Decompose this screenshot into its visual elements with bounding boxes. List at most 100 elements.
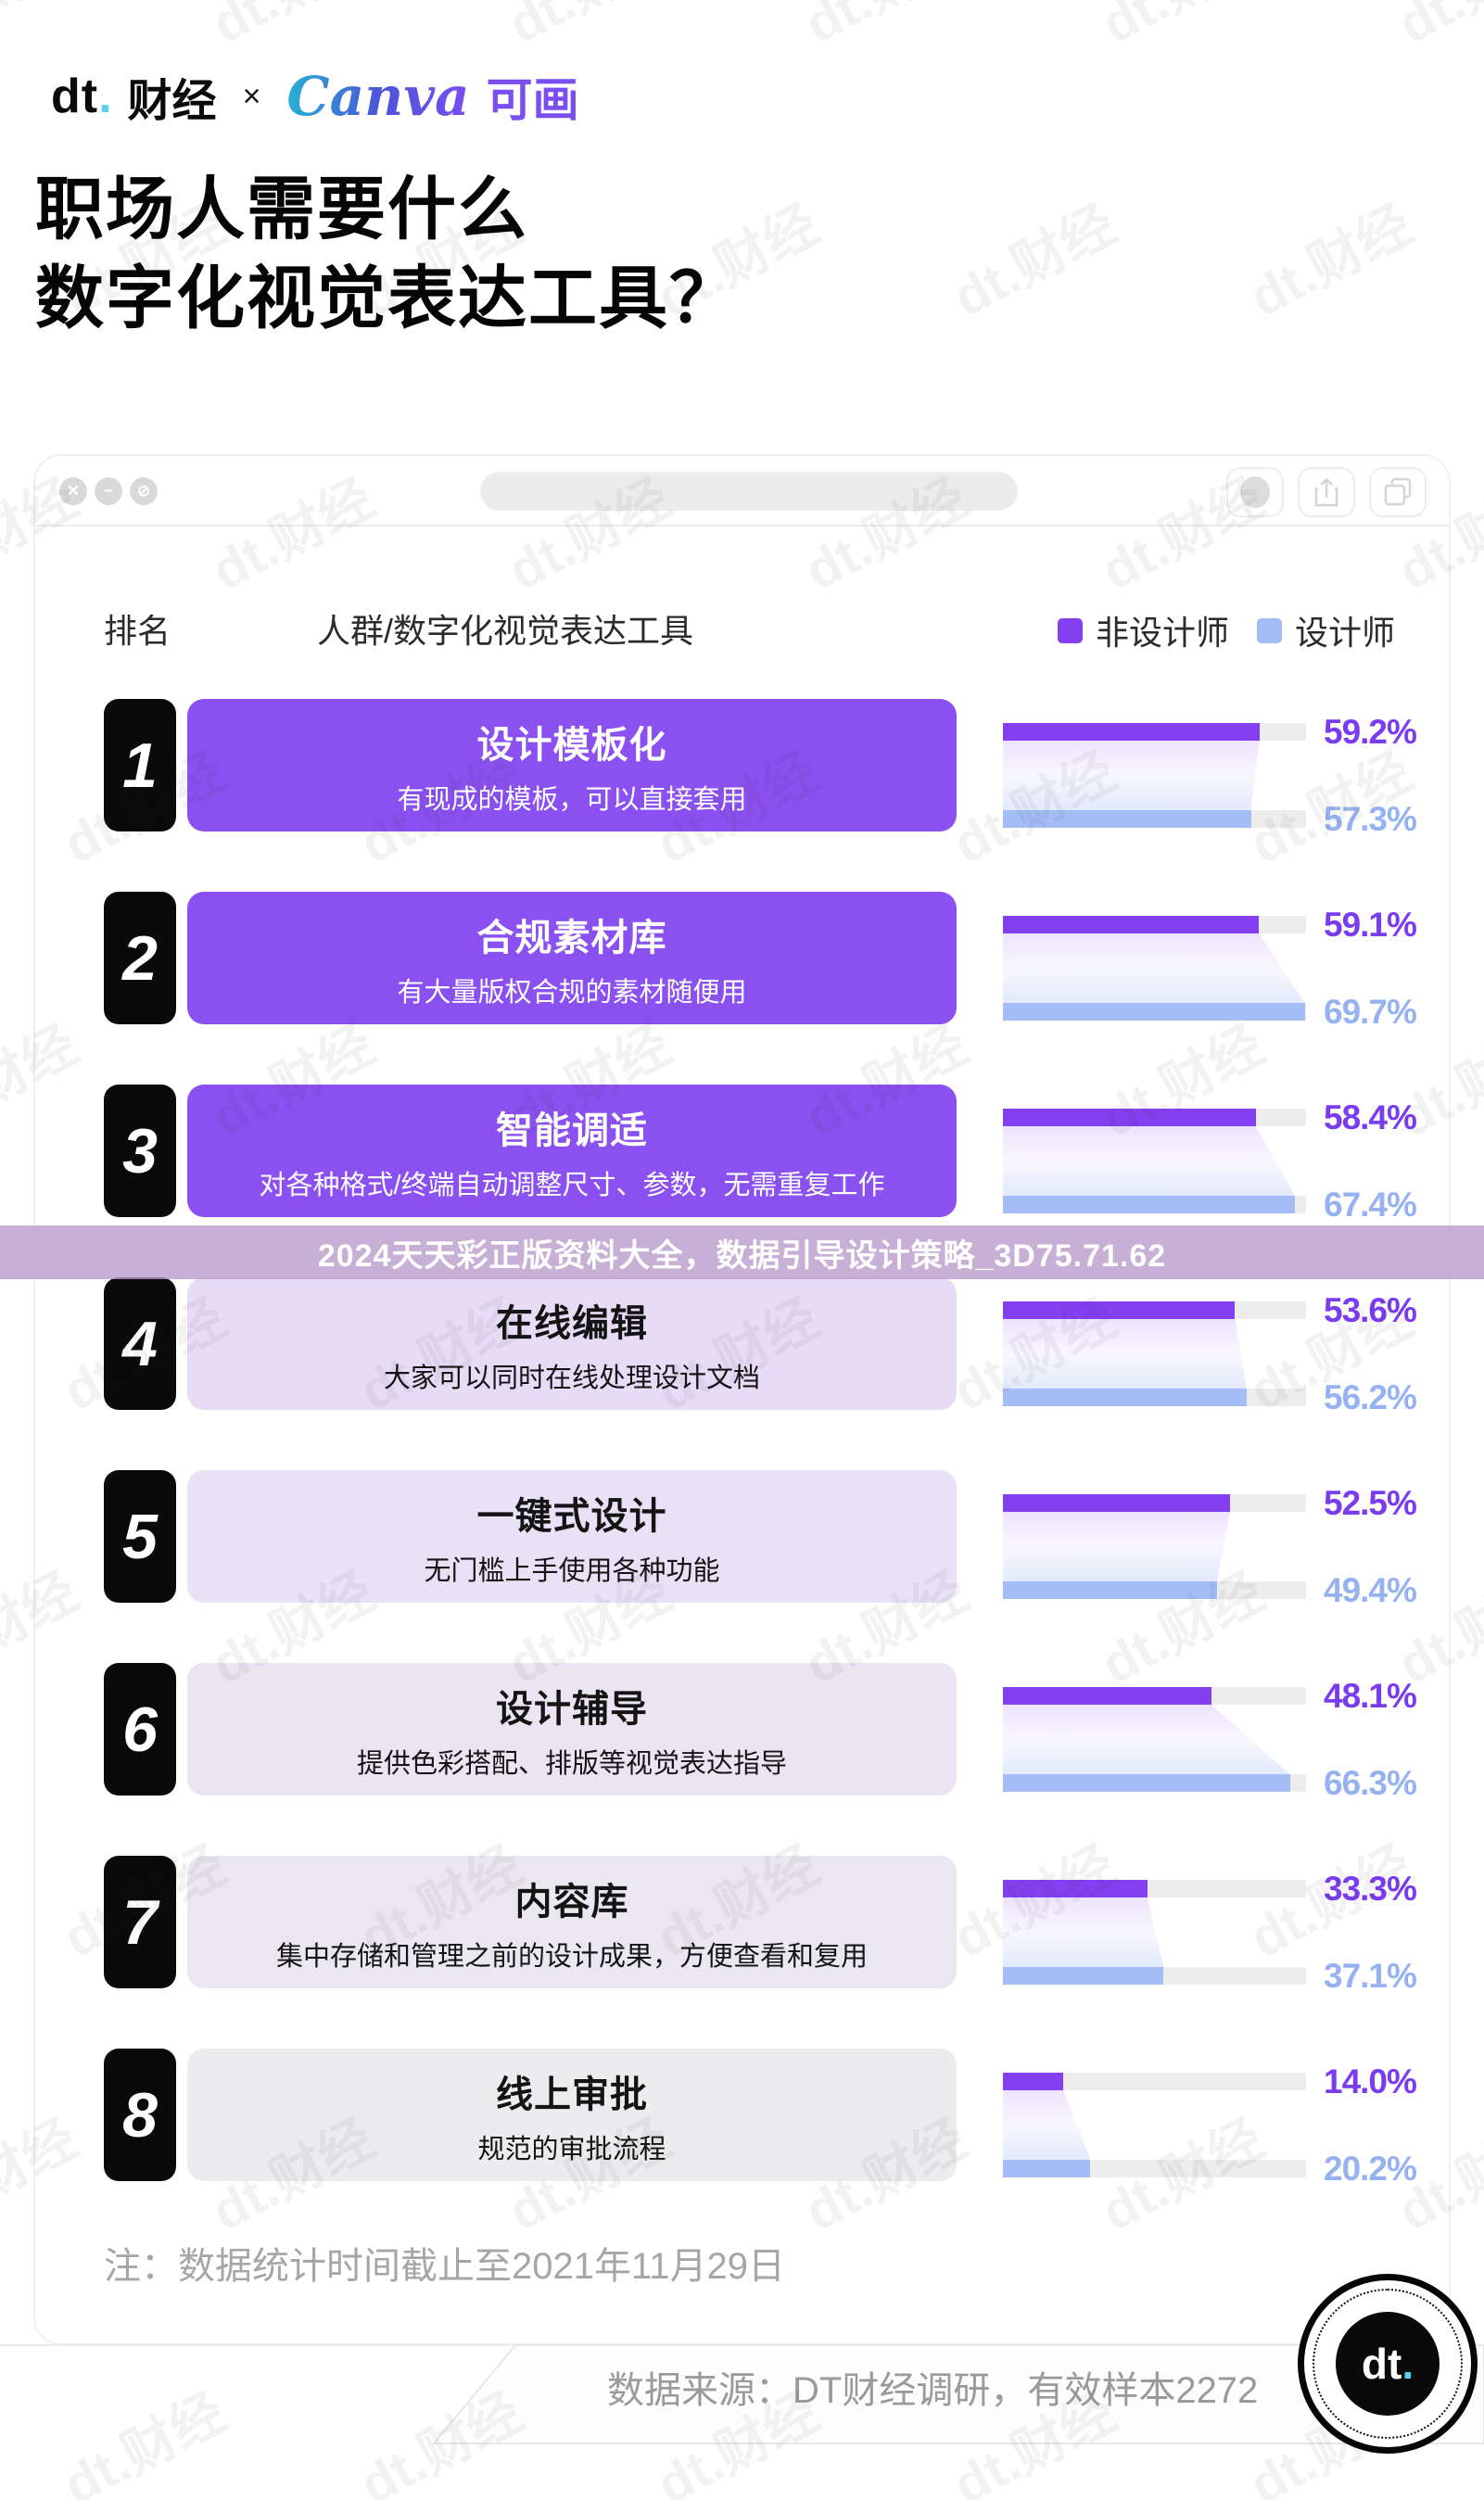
overlay-ad-banner[interactable]: 2024天天彩正版资料大全，数据引导设计策略_3D75.71.62 [0,1225,1484,1279]
watermark-text: dt.财经 [1382,0,1484,58]
tool-card: 线上审批 规范的审批流程 [187,2049,957,2181]
non-designer-value: 59.1% [1324,906,1417,944]
value-labels: 48.1% 66.3% [1324,1663,1444,1802]
bar-group [1003,1856,1306,1988]
canva-kehua-wordmark: 可画 [486,74,579,126]
table-row: 2 合规素材库 有大量版权合规的素材随便用 59.1% 69.7% [35,892,1449,1031]
table-row: 1 设计模板化 有现成的模板，可以直接套用 59.2% 57.3% [35,699,1449,838]
value-labels: 58.4% 67.4% [1324,1085,1444,1224]
table-row: 6 设计辅导 提供色彩搭配、排版等视觉表达指导 48.1% 66.3% [35,1663,1449,1802]
non-designer-bar-track [1003,1687,1306,1705]
non-designer-bar-track [1003,1109,1306,1126]
non-designer-bar-track [1003,1301,1306,1319]
window-block-icon[interactable]: ⊘ [130,477,158,505]
copy-tabs-button[interactable] [1369,467,1427,517]
browser-window: ✕ − ⊘ 排名 人群/数 [33,454,1451,2345]
designer-bar-track [1003,1581,1306,1599]
non-designer-bar [1003,1301,1236,1319]
tool-description: 有现成的模板，可以直接套用 [397,784,747,815]
bar-connector-gradient [1003,933,1305,1003]
dt-logo-dot-icon: . [98,70,113,123]
non-designer-value: 33.3% [1324,1870,1417,1908]
tool-card: 内容库 集中存储和管理之前的设计成果，方便查看和复用 [187,1856,957,1988]
non-designer-bar [1003,1687,1211,1705]
window-controls: ✕ − ⊘ [59,477,158,505]
tool-description: 无门槛上手使用各种功能 [424,1555,720,1586]
brand-row: dt. 财经 × Canva 可画 [51,63,579,130]
tool-title: 一键式设计 [476,1495,667,1537]
designer-bar-track [1003,1003,1306,1021]
window-minimize-icon[interactable]: − [95,477,122,505]
non-designer-swatch-icon [1057,617,1083,643]
non-designer-bar [1003,916,1260,933]
value-labels: 59.2% 57.3% [1324,699,1444,838]
designer-value: 69.7% [1324,993,1417,1031]
profile-circle-icon [1240,476,1270,508]
page-title: 职场人需要什么 数字化视觉表达工具？ [35,165,740,343]
tool-description: 有大量版权合规的素材随便用 [397,977,747,1008]
tool-title: 在线编辑 [496,1302,648,1344]
designer-value: 56.2% [1324,1378,1417,1416]
group-column-header: 人群/数字化视觉表达工具 [317,612,694,650]
watermark-text: dt.财经 [789,0,978,58]
value-labels: 52.5% 49.4% [1324,1470,1444,1609]
tool-title: 合规素材库 [476,917,667,958]
non-designer-bar [1003,723,1260,741]
non-designer-bar [1003,1494,1231,1512]
rank-badge: 4 [104,1277,176,1410]
non-designer-bar-track [1003,1880,1306,1897]
designer-bar-track [1003,1196,1306,1213]
tool-card: 智能调适 对各种格式/终端自动调整尺寸、参数，无需重复工作 [187,1085,957,1217]
value-labels: 53.6% 56.2% [1324,1277,1444,1416]
watermark-text: dt.财经 [944,194,1125,329]
tool-card: 在线编辑 大家可以同时在线处理设计文档 [187,1277,957,1410]
badge-dt-logo-icon: dt. [1336,2312,1440,2416]
rank-badge: 8 [104,2049,176,2181]
rank-column-header: 排名 [104,612,171,650]
non-designer-value: 48.1% [1324,1677,1417,1715]
bar-group [1003,1085,1306,1217]
non-designer-bar [1003,1880,1148,1897]
data-source-text: 数据来源：DT财经调研，有效样本2272 [607,2370,1259,2411]
bar-group [1003,699,1306,831]
tool-card: 一键式设计 无门槛上手使用各种功能 [187,1470,957,1603]
bar-connector-gradient [1003,1319,1247,1389]
tool-title: 智能调适 [496,1110,648,1151]
designer-bar-track [1003,1967,1306,1985]
value-labels: 14.0% 20.2% [1324,2049,1444,2188]
page-title-line1: 职场人需要什么 [35,171,528,247]
watermark-text: dt.财经 [492,0,681,58]
non-designer-bar-track [1003,2073,1306,2090]
non-designer-value: 14.0% [1324,2062,1417,2100]
bar-connector-gradient [1003,1705,1290,1774]
collab-cross-icon: × [242,78,261,114]
window-close-icon[interactable]: ✕ [59,477,87,505]
bar-connector-gradient [1003,1126,1295,1196]
dt-caijing-logo: dt. [51,70,113,123]
designer-bar [1003,1581,1217,1599]
designer-bar [1003,1003,1305,1021]
footer-ribbon [0,2344,1484,2444]
share-button[interactable] [1298,467,1355,517]
browser-chrome-bar: ✕ − ⊘ [35,456,1449,527]
rank-badge: 5 [104,1470,176,1603]
non-designer-value: 53.6% [1324,1291,1417,1329]
non-designer-bar-track [1003,916,1306,933]
designer-swatch-icon [1256,617,1282,643]
table-row: 7 内容库 集中存储和管理之前的设计成果，方便查看和复用 33.3% 37.1% [35,1856,1449,1995]
designer-bar [1003,1196,1295,1213]
designer-bar [1003,1774,1290,1792]
bar-connector-gradient [1003,1897,1164,1967]
tool-description: 规范的审批流程 [477,2134,666,2164]
rank-badge: 2 [104,892,176,1024]
designer-value: 67.4% [1324,1186,1417,1224]
tool-card: 设计模板化 有现成的模板，可以直接套用 [187,699,957,831]
address-bar[interactable] [480,472,1018,511]
non-designer-value: 59.2% [1324,713,1417,751]
designer-bar-track [1003,810,1306,828]
designer-bar [1003,2160,1091,2177]
dt-caijing-wordmark: 财经 [127,77,217,126]
profile-button[interactable] [1226,467,1284,517]
rank-badge: 3 [104,1085,176,1217]
